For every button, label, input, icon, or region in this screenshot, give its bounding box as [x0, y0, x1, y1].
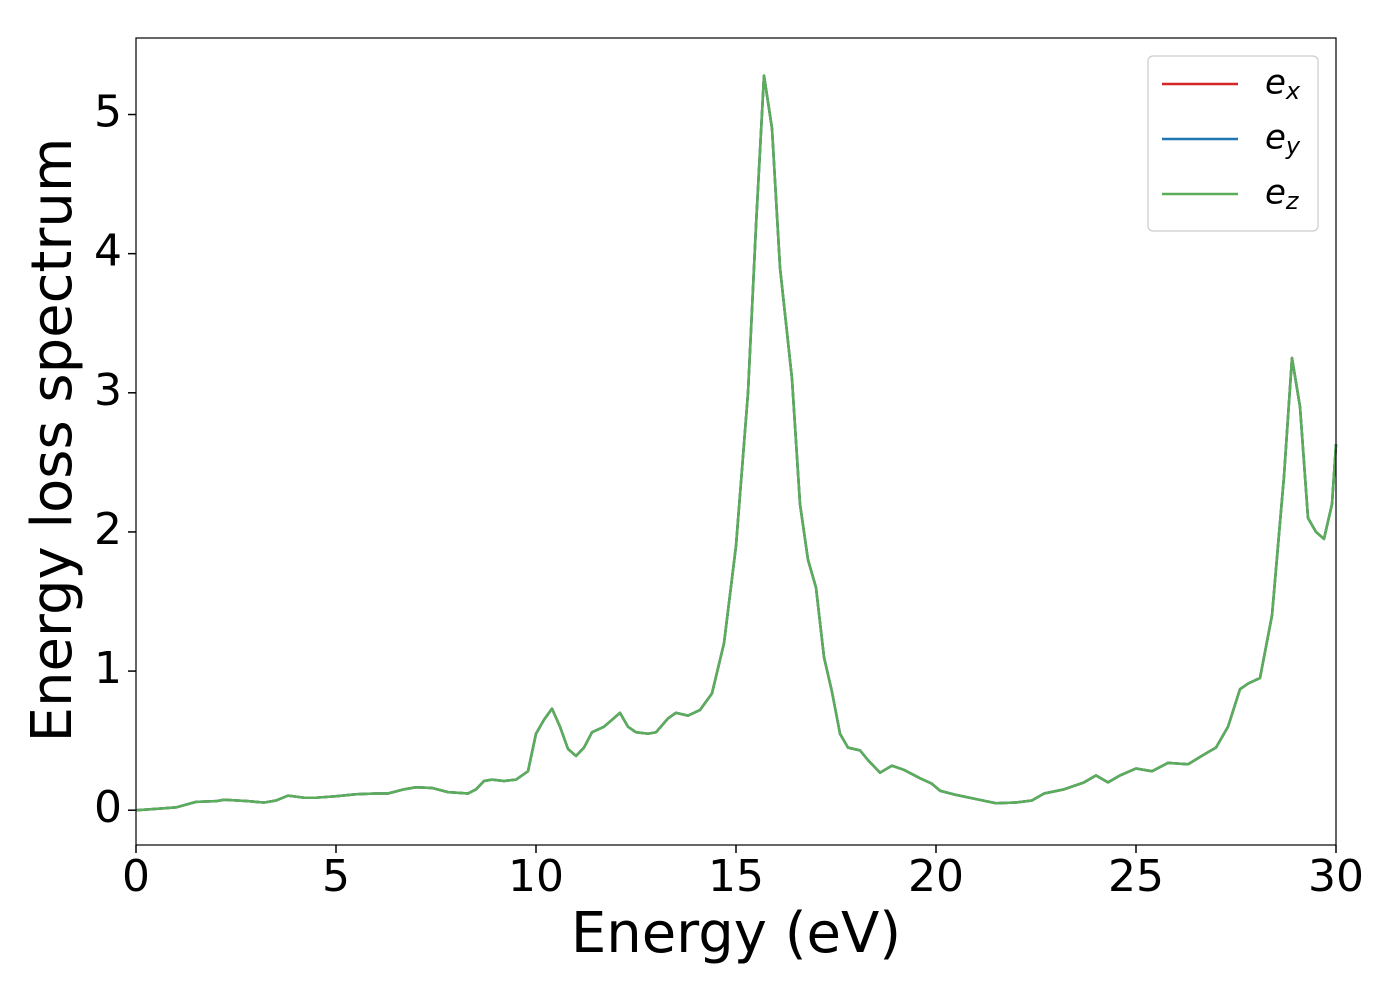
- x-tick-label: 10: [508, 851, 564, 902]
- legend-box: [1147, 55, 1319, 232]
- y-tick-label: 4: [94, 226, 122, 277]
- series-line: [135, 74, 1338, 812]
- y-tick-label: 3: [94, 365, 122, 416]
- y-axis-label: Energy loss spectrum: [20, 138, 85, 743]
- x-tick-label: 30: [1308, 851, 1364, 902]
- x-axis-label: Energy (eV): [571, 901, 901, 966]
- y-tick-label: 5: [94, 87, 122, 138]
- x-tick-label: 15: [708, 851, 764, 902]
- x-tick-label: 5: [322, 851, 350, 902]
- x-tick-label: 20: [908, 851, 964, 902]
- x-tick-label: 25: [1108, 851, 1164, 902]
- x-tick-label: 0: [122, 851, 150, 902]
- y-tick-label: 1: [94, 643, 122, 694]
- y-tick-label: 2: [94, 504, 122, 555]
- y-tick-label: 0: [94, 782, 122, 833]
- plot-frame: [135, 37, 1337, 846]
